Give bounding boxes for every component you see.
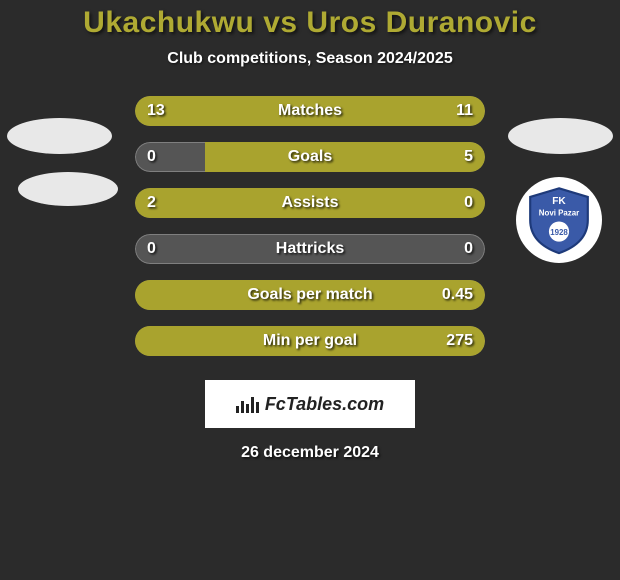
stat-row-label: Assists	[282, 194, 339, 212]
stat-row: Matches 13 11	[135, 96, 485, 126]
stat-row-value-left: 0	[147, 148, 156, 166]
stat-row-value-left: 13	[147, 102, 165, 120]
stat-row: Assists 2 0	[135, 188, 485, 218]
stat-rows: Matches1311Goals05Assists20Hattricks00Go…	[135, 96, 485, 356]
club-logo-placeholder-left-1	[7, 118, 112, 154]
stat-row-value-right: 0.45	[442, 286, 473, 304]
stat-row: Goals per match 0.45	[135, 280, 485, 310]
bars-icon	[236, 395, 259, 413]
source-text: FcTables.com	[265, 394, 384, 415]
stat-row-label: Goals	[288, 148, 332, 166]
page-title: Ukachukwu vs Uros Duranovic	[0, 6, 620, 40]
stat-row: Hattricks 0 0	[135, 234, 485, 264]
stat-row-value-right: 11	[456, 102, 473, 120]
stat-row: Goals 0 5	[135, 142, 485, 172]
stat-row-value-right: 275	[446, 332, 473, 350]
stat-row-label: Hattricks	[276, 240, 344, 258]
stat-row-fill-right	[205, 142, 485, 172]
stat-row-value-left: 2	[147, 194, 156, 212]
crest-text-top: FK	[552, 196, 566, 207]
crest-year: 1928	[550, 228, 568, 237]
stat-row-value-right: 0	[464, 194, 473, 212]
club-logo-placeholder-left-2	[18, 172, 118, 206]
stat-row-value-right: 5	[464, 148, 473, 166]
stat-row-value-right: 0	[464, 240, 473, 258]
stat-row-label: Min per goal	[263, 332, 357, 350]
club-crest-right: FK Novi Pazar 1928	[516, 177, 602, 263]
source-banner: FcTables.com	[205, 380, 415, 428]
shield-icon: FK Novi Pazar 1928	[523, 184, 595, 256]
comparison-infographic: Ukachukwu vs Uros Duranovic Club competi…	[0, 0, 620, 580]
club-logo-placeholder-right-1	[508, 118, 613, 154]
stat-row-label: Goals per match	[247, 286, 372, 304]
stat-row-label: Matches	[278, 102, 342, 120]
stat-row: Min per goal 275	[135, 326, 485, 356]
stat-row-value-left: 0	[147, 240, 156, 258]
crest-text-mid: Novi Pazar	[539, 209, 579, 218]
snapshot-date: 26 december 2024	[0, 444, 620, 462]
subtitle: Club competitions, Season 2024/2025	[0, 50, 620, 68]
